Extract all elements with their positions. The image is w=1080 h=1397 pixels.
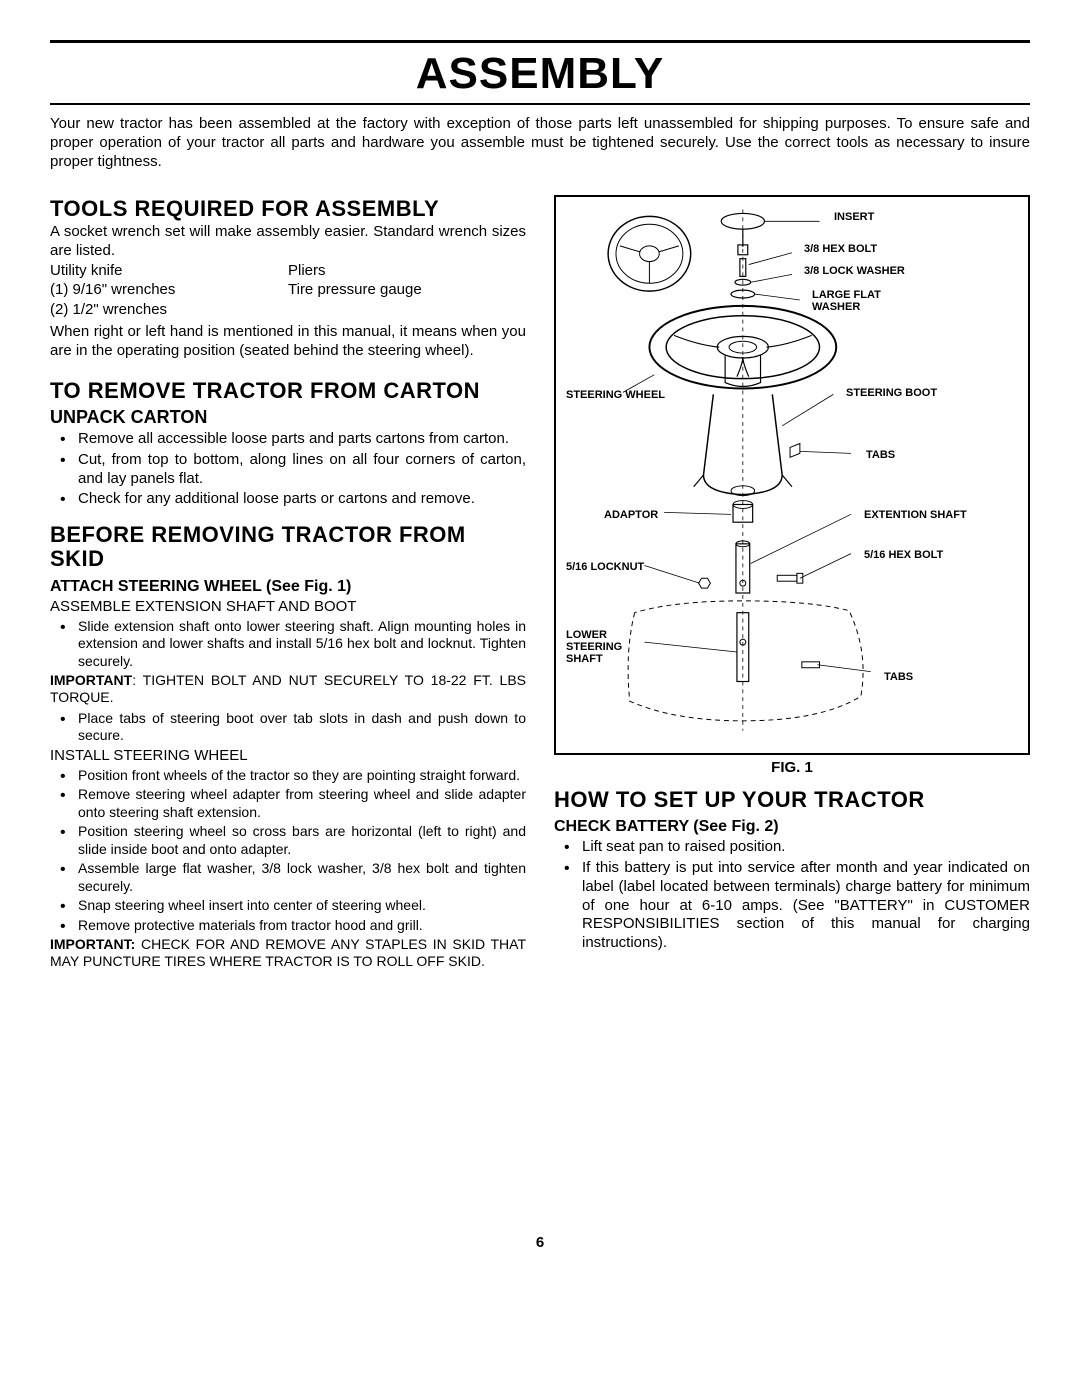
list-item: Position front wheels of the tractor so … (78, 767, 526, 785)
list-item: Remove all accessible loose parts and pa… (78, 430, 526, 449)
list-item: Lift seat pan to raised position. (582, 838, 1030, 857)
callout-hexbolt516: 5/16 HEX BOLT (864, 549, 943, 561)
tool-cell: (2) 1/2" wrenches (50, 300, 288, 320)
list-item: Assemble large flat washer, 3/8 lock was… (78, 860, 526, 895)
list-item: Place tabs of steering boot over tab slo… (78, 710, 526, 745)
callout-adaptor: ADAPTOR (604, 509, 658, 521)
setup-heading: HOW TO SET UP YOUR TRACTOR (554, 788, 1030, 812)
callout-locknut516: 5/16 LOCKNUT (566, 561, 644, 573)
list-item: Position steering wheel so cross bars ar… (78, 823, 526, 858)
before-heading: BEFORE REMOVING TRACTOR FROM SKID (50, 523, 526, 571)
battery-list: Lift seat pan to raised position. If thi… (554, 838, 1030, 953)
callout-extshaft: EXTENTION SHAFT (864, 509, 967, 521)
assemble-caption: ASSEMBLE EXTENSION SHAFT AND BOOT (50, 598, 526, 616)
attach-heading: ATTACH STEERING WHEEL (See Fig. 1) (50, 578, 526, 596)
top-rule (50, 40, 1030, 43)
list-item: Remove protective materials from tractor… (78, 917, 526, 935)
tool-cell: (1) 9/16" wrenches (50, 280, 288, 300)
figure-1-svg (556, 197, 1028, 753)
two-column-layout: TOOLS REQUIRED FOR ASSEMBLY A socket wre… (50, 191, 1030, 973)
callout-tabs1: TABS (866, 449, 895, 461)
tools-heading: TOOLS REQUIRED FOR ASSEMBLY (50, 197, 526, 221)
assemble-list: Slide extension shaft onto lower steerin… (50, 618, 526, 671)
tool-cell: Utility knife (50, 261, 288, 281)
callout-flatwasher: LARGE FLAT WASHER (812, 289, 902, 313)
unpack-heading: UNPACK CARTON (50, 407, 526, 428)
intro-paragraph: Your new tractor has been assembled at t… (50, 115, 1030, 171)
callout-hexbolt38: 3/8 HEX BOLT (804, 243, 877, 255)
title-underline (50, 103, 1030, 105)
tool-cell: Pliers (288, 261, 526, 281)
tools-lead: A socket wrench set will make assembly e… (50, 223, 526, 261)
tools-grid: Utility knife Pliers (1) 9/16" wrenches … (50, 261, 526, 320)
figure-caption: FIG. 1 (554, 759, 1030, 776)
right-column: INSERT 3/8 HEX BOLT 3/8 LOCK WASHER LARG… (554, 191, 1030, 973)
battery-heading: CHECK BATTERY (See Fig. 2) (554, 818, 1030, 836)
callout-lowershaft: LOWER STEERING SHAFT (566, 629, 646, 665)
list-item: If this battery is put into service afte… (582, 859, 1030, 953)
callout-steeringwheel: STEERING WHEEL (566, 389, 665, 401)
remove-heading: TO REMOVE TRACTOR FROM CARTON (50, 379, 526, 403)
callout-lockwasher38: 3/8 LOCK WASHER (804, 265, 905, 277)
left-column: TOOLS REQUIRED FOR ASSEMBLY A socket wre… (50, 191, 526, 973)
important-torque: IMPORTANT: TIGHTEN BOLT AND NUT SECURELY… (50, 672, 526, 706)
list-item: Check for any additional loose parts or … (78, 490, 526, 509)
page-number: 6 (50, 1234, 1030, 1251)
callout-tabs2: TABS (884, 671, 913, 683)
figure-1-box: INSERT 3/8 HEX BOLT 3/8 LOCK WASHER LARG… (554, 195, 1030, 755)
unpack-list: Remove all accessible loose parts and pa… (50, 430, 526, 509)
page-title: ASSEMBLY (50, 49, 1030, 99)
install-caption: INSTALL STEERING WHEEL (50, 747, 526, 765)
list-item: Slide extension shaft onto lower steerin… (78, 618, 526, 671)
important-staples: IMPORTANT: CHECK FOR AND REMOVE ANY STAP… (50, 936, 526, 970)
boot-list: Place tabs of steering boot over tab slo… (50, 710, 526, 745)
callout-insert: INSERT (834, 211, 874, 223)
list-item: Snap steering wheel insert into center o… (78, 897, 526, 915)
callout-steeringboot: STEERING BOOT (846, 387, 937, 399)
list-item: Cut, from top to bottom, along lines on … (78, 451, 526, 489)
tool-cell: Tire pressure gauge (288, 280, 526, 300)
tools-note: When right or left hand is mentioned in … (50, 323, 526, 361)
list-item: Remove steering wheel adapter from steer… (78, 786, 526, 821)
install-list: Position front wheels of the tractor so … (50, 767, 526, 935)
tool-cell (288, 300, 526, 320)
